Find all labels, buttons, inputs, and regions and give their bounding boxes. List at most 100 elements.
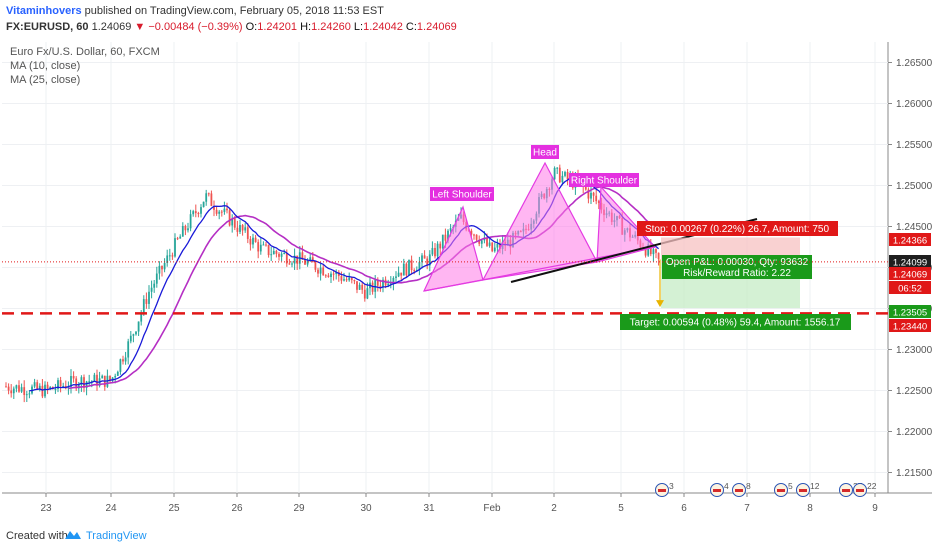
candle-body <box>132 334 135 336</box>
candle-body <box>350 277 353 281</box>
head-shoulders-pattern[interactable]: Left Shoulder Head Right Shoulder <box>422 145 657 292</box>
x-tick-label: 7 <box>744 503 750 514</box>
last-price: 1.24069 <box>91 21 132 33</box>
candle-body <box>49 386 52 389</box>
x-tick-label: 31 <box>423 503 435 514</box>
candle-body <box>439 243 442 249</box>
candle-body <box>395 276 397 278</box>
price-tag-label: 1.23505 <box>893 308 927 319</box>
price-tag-label: 1.24099 <box>893 258 927 269</box>
target-label-bg <box>620 314 851 330</box>
candle-body <box>41 385 44 397</box>
event-flag-stripe <box>799 489 807 492</box>
candle-body <box>137 321 140 332</box>
left-shoulder-label: Left Shoulder <box>432 190 492 201</box>
candle-body <box>324 275 327 277</box>
candle-body <box>475 234 478 240</box>
candle-body <box>332 273 335 275</box>
candle-body <box>163 263 166 270</box>
candle-body <box>166 255 169 264</box>
candle-body <box>88 381 91 383</box>
event-count: 3 <box>669 481 674 491</box>
author-name[interactable]: Vitaminhovers <box>6 5 82 17</box>
candle-body <box>327 275 330 278</box>
high-label: H: <box>300 21 312 33</box>
candle-body <box>111 377 114 381</box>
candle-body <box>155 273 158 284</box>
x-tick-label: 29 <box>293 503 305 514</box>
candle-body <box>168 255 171 257</box>
left-shoulder-label-bg <box>430 187 494 201</box>
candle-body <box>62 386 65 388</box>
candle-body <box>44 384 46 397</box>
candle-body <box>306 260 309 265</box>
event-flag-stripe <box>658 489 666 492</box>
candle-body <box>220 211 223 213</box>
legend-ma25[interactable]: MA (25, close) <box>10 74 81 86</box>
candle-body <box>129 335 132 342</box>
candle-body <box>293 255 296 264</box>
candle-body <box>5 386 7 388</box>
candle-body <box>348 277 351 281</box>
event-count: 4 <box>724 481 729 491</box>
chart-header: Vitaminhovers published on TradingView.c… <box>6 4 384 18</box>
candle-body <box>371 282 374 292</box>
candle-body <box>161 265 163 270</box>
candle-body <box>353 280 356 282</box>
legend-ma10[interactable]: MA (10, close) <box>10 60 81 72</box>
candle-body <box>18 385 20 392</box>
candle-body <box>296 255 299 264</box>
y-tick-label: 1.24500 <box>896 222 932 233</box>
candle-body <box>483 238 486 241</box>
candle-body <box>340 276 343 281</box>
candle-body <box>140 312 143 322</box>
candle-body <box>179 236 182 239</box>
candle-body <box>447 230 449 241</box>
high-value: 1.24260 <box>311 21 351 33</box>
tradingview-brand[interactable]: TradingView <box>86 530 147 542</box>
x-tick-label: 24 <box>105 503 117 514</box>
candle-body <box>382 279 384 288</box>
open-label: O: <box>245 21 258 33</box>
candle-body <box>194 211 197 214</box>
candle-body <box>397 272 400 277</box>
candle-body <box>12 388 15 394</box>
candle-body <box>145 299 148 304</box>
candle-body <box>187 228 189 231</box>
candle-body <box>418 262 421 271</box>
y-tick-label: 1.23000 <box>896 345 932 356</box>
candle-body <box>75 378 78 389</box>
candle-body <box>488 242 491 246</box>
price-tag-label: 1.24366 <box>893 236 927 247</box>
candle-body <box>257 242 260 252</box>
x-tick-label: 5 <box>618 503 624 514</box>
close-label: C: <box>405 21 417 33</box>
candle-body <box>228 210 231 226</box>
candle-body <box>473 234 475 236</box>
candle-body <box>184 226 187 231</box>
candle-body <box>491 242 494 252</box>
short-position-tool[interactable]: Stop: 0.00267 (0.22%) 26.7, Amount: 750 O… <box>620 221 851 330</box>
event-flag-stripe <box>856 489 864 492</box>
candle-body <box>410 259 413 271</box>
head-label-bg <box>531 145 559 159</box>
price-chart[interactable]: 1.26500 1.26000 1.25500 1.25000 1.24500 1.240… <box>0 38 932 522</box>
candle-body <box>366 288 369 299</box>
candle-body <box>413 270 416 272</box>
right-shoulder-shape <box>596 185 657 263</box>
y-tick-label: 1.21500 <box>896 468 932 479</box>
pnl-label-bg <box>662 255 812 279</box>
candle-body <box>561 175 564 183</box>
low-value: 1.24042 <box>363 21 403 33</box>
candle-body <box>392 277 395 284</box>
legend-title: Euro Fx/U.S. Dollar, 60, FXCM <box>10 46 160 58</box>
low-label: L: <box>353 21 364 33</box>
candle-body <box>387 283 390 286</box>
x-tick-label: 30 <box>360 503 372 514</box>
candle-body <box>345 279 348 281</box>
candle-body <box>142 299 145 313</box>
stop-zone <box>661 237 800 260</box>
event-flag-stripe <box>777 489 785 492</box>
candle-body <box>291 263 293 265</box>
open-value: 1.24201 <box>257 21 298 33</box>
